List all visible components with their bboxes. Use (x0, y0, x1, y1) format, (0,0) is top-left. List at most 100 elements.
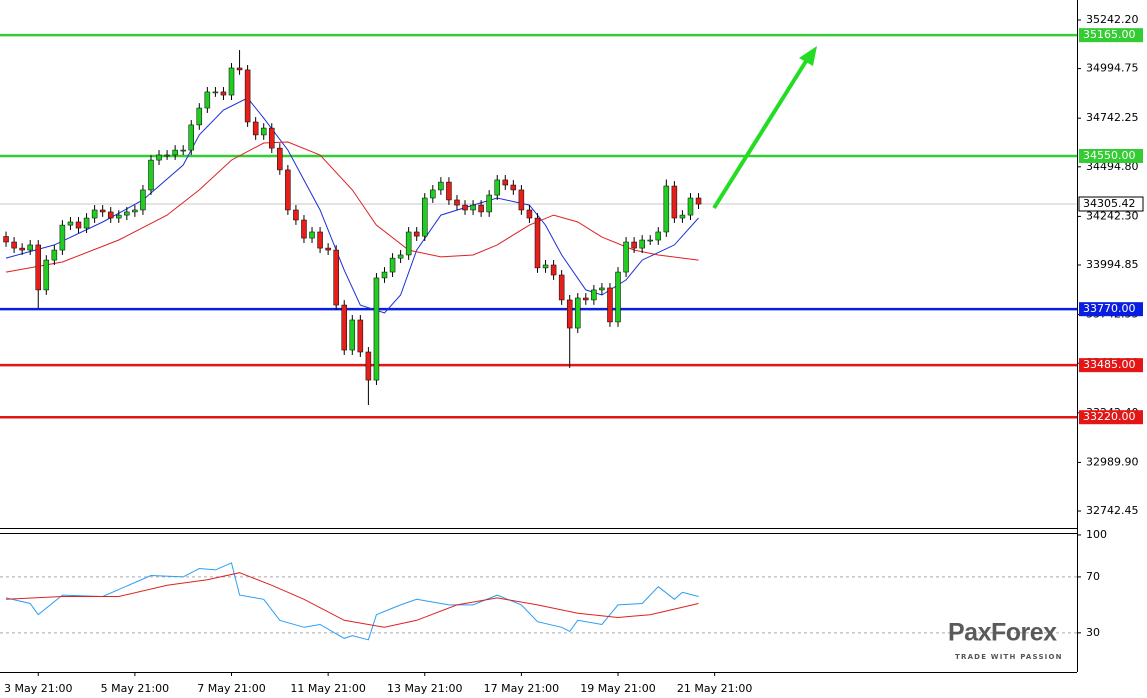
y-tick-label: 34494.80 (1086, 160, 1139, 173)
candle-body (301, 219, 307, 239)
level-label-box (1079, 28, 1143, 43)
candle-body (397, 254, 404, 259)
candle-body (277, 147, 283, 171)
candle-body (252, 121, 259, 136)
x-tick-label: 21 May 21:00 (677, 682, 752, 695)
candle-body (575, 297, 581, 329)
candle-body (470, 204, 476, 211)
candle-body (269, 127, 275, 149)
x-tick-label: 7 May 21:00 (197, 682, 265, 695)
candle-body (180, 149, 186, 152)
candle-body (220, 91, 227, 96)
moving-average (5, 141, 699, 273)
candle-body (228, 67, 235, 96)
y-tick-label: 33994.85 (1086, 258, 1139, 271)
candle-body (91, 209, 98, 219)
y-tick-label: 32989.90 (1086, 455, 1139, 468)
candle-body (438, 181, 444, 191)
x-tick-label: 17 May 21:00 (484, 682, 559, 695)
y-tick-label: 32742.45 (1086, 504, 1139, 517)
x-tick-label: 5 May 21:00 (101, 682, 169, 695)
candle-body (212, 91, 219, 94)
candle-body (116, 214, 122, 219)
candle-body (591, 289, 597, 301)
candle-body (599, 287, 605, 291)
level-label-box (1079, 410, 1143, 425)
candle-body (647, 239, 653, 242)
osc-tick-label: 30 (1086, 626, 1100, 639)
candle-body (317, 231, 323, 249)
candle-body (333, 249, 339, 306)
level-label: 33485.00 (1083, 358, 1136, 371)
level-label-box (1079, 302, 1143, 317)
marks-layer (3, 50, 702, 641)
candle-body (430, 189, 436, 199)
x-tick-label: 3 May 21:00 (4, 682, 72, 695)
candle-body (381, 271, 388, 279)
candle-body (446, 181, 452, 201)
trend-arrow (712, 56, 810, 210)
x-tick-label: 19 May 21:00 (580, 682, 655, 695)
candle-body (236, 67, 243, 71)
candle-body (107, 211, 114, 219)
candle-body (293, 209, 299, 221)
level-label: 35165.00 (1083, 28, 1136, 41)
candle-body (615, 271, 621, 323)
candle-body (639, 239, 645, 249)
y-tick-label: 35242.20 (1086, 13, 1139, 26)
level-label: 33220.00 (1083, 410, 1136, 423)
candle-body (510, 184, 517, 191)
x-tick-label: 13 May 21:00 (387, 682, 462, 695)
candle-body (341, 304, 347, 351)
candle-body (325, 247, 331, 251)
watermark-tagline: TRADE WITH PASSION (955, 653, 1063, 661)
candle-body (349, 319, 356, 351)
candle-body (679, 214, 686, 219)
candle-body (663, 185, 670, 233)
candle-body (526, 209, 533, 219)
candle-body (51, 249, 58, 261)
candle-body (687, 197, 694, 216)
x-tick-label: 11 May 21:00 (290, 682, 365, 695)
axis-layer: 3 May 21:00 5 May 21:00 7 May 21:00 11 May … (4, 13, 1144, 695)
level-label-box (1079, 148, 1143, 163)
y-tick-label: 34242.30 (1086, 209, 1139, 222)
candle-body (389, 257, 396, 273)
candle-body (83, 217, 90, 229)
watermark-name: PaxForex (948, 619, 1057, 647)
candle-body (478, 204, 484, 213)
price-label-box (1078, 196, 1144, 212)
candle-body (35, 244, 41, 291)
candle-body (204, 91, 211, 109)
candle-body (631, 241, 637, 249)
osc-tick-label: 100 (1086, 528, 1107, 541)
candle-body (309, 231, 315, 239)
candle-body (583, 297, 589, 301)
candle-body (156, 154, 162, 161)
candle-body (27, 244, 33, 251)
candle-body (655, 231, 662, 241)
back-layer (0, 33, 1077, 634)
candle-body (518, 189, 525, 211)
candle-body (405, 231, 412, 256)
candle-body (132, 209, 138, 213)
candle-body (19, 247, 25, 251)
candle-body (373, 277, 380, 381)
candle-body (357, 319, 364, 353)
candle-body (164, 154, 170, 157)
candle-body (502, 179, 509, 186)
arrow-head (799, 46, 817, 66)
candle-body (140, 189, 146, 211)
candle-body (196, 107, 203, 126)
y-tick-label: 34994.75 (1086, 62, 1139, 75)
candle-body (285, 169, 291, 211)
candle-body (607, 287, 613, 323)
level-label-box (1079, 358, 1143, 373)
level-label: 34550.00 (1083, 149, 1136, 162)
candle-body (566, 299, 573, 329)
candle-body (422, 197, 428, 237)
osc-line (5, 562, 699, 641)
candle-body (244, 69, 251, 123)
